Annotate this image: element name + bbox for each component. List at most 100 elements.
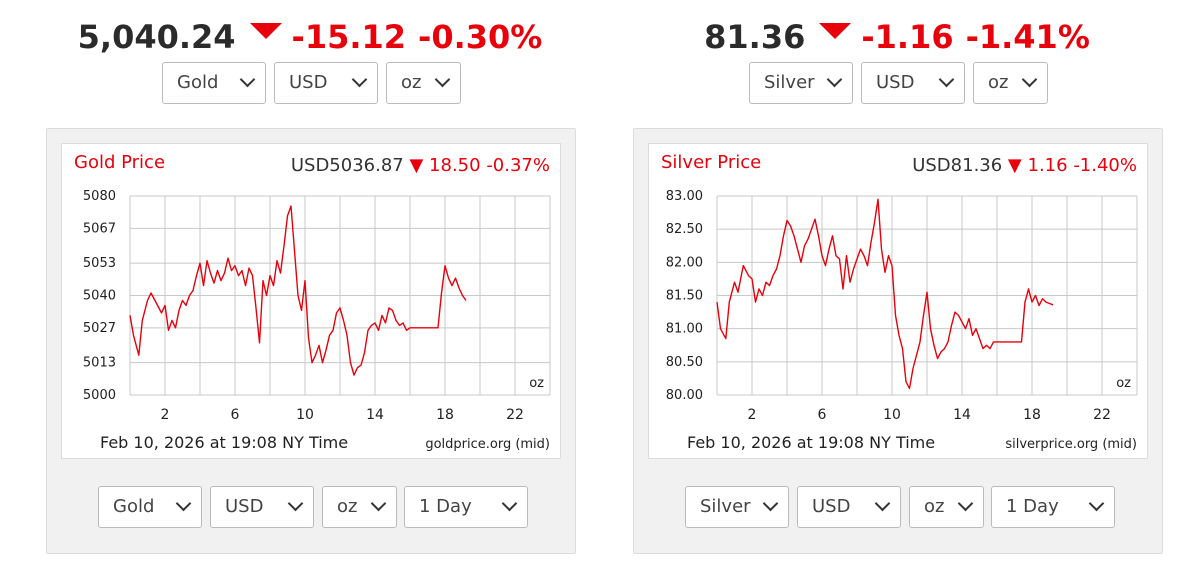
chevron-down-icon	[434, 71, 451, 88]
quote-down-icon: ▼	[404, 155, 429, 176]
top-metal-select-value: Gold	[177, 72, 219, 93]
bottom-metal-select[interactable]: Gold	[98, 486, 202, 528]
y-tick-label: 83.00	[666, 189, 703, 204]
bottom-unit-select[interactable]: oz	[322, 486, 397, 528]
y-tick-label: 82.00	[666, 255, 703, 270]
top-unit-select-value: oz	[988, 72, 1009, 93]
top-unit-select[interactable]: oz	[973, 62, 1048, 104]
quote-percent: -0.37%	[486, 155, 550, 176]
chart-date: Feb 10, 2026 at 19:08 NY Time	[100, 433, 348, 452]
price-series-line	[129, 205, 467, 376]
x-tick-label: 10	[296, 407, 314, 423]
top-currency-select-value: USD	[289, 72, 328, 93]
unit-label: oz	[529, 376, 544, 391]
bottom-currency-select[interactable]: USD	[797, 486, 901, 528]
top-unit-select[interactable]: oz	[386, 62, 461, 104]
chevron-down-icon	[874, 495, 891, 512]
y-tick-label: 5000	[83, 388, 116, 403]
x-tick-label: 14	[366, 407, 384, 423]
bottom-currency-select[interactable]: USD	[210, 486, 314, 528]
bottom-metal-select-value: Silver	[700, 496, 751, 517]
quote-price: USD5036.87	[291, 155, 404, 176]
bottom-unit-select[interactable]: oz	[909, 486, 984, 528]
top-percent: -1.41%	[965, 18, 1090, 56]
chart-box: Gold Price USD5036.87 ▼ 18.50 -0.37% 5000 5…	[46, 128, 576, 554]
chevron-down-icon	[957, 495, 974, 512]
bottom-metal-select-value: Gold	[113, 496, 155, 517]
y-tick-label: 81.00	[666, 322, 703, 337]
x-tick-label: 10	[883, 407, 901, 423]
chart-title: Silver Price	[661, 152, 761, 173]
chevron-down-icon	[175, 495, 192, 512]
bottom-metal-select[interactable]: Silver	[685, 486, 789, 528]
chart-source: silverprice.org (mid)	[1005, 437, 1137, 452]
y-tick-label: 80.50	[666, 355, 703, 370]
chart-date: Feb 10, 2026 at 19:08 NY Time	[687, 433, 935, 452]
x-tick-label: 22	[1093, 407, 1111, 423]
quote-price: USD81.36	[912, 155, 1002, 176]
silver-price-chart: Silver Price USD81.36 ▼ 1.16 -1.40% 80.00 8…	[661, 152, 1138, 452]
price-series-line	[716, 198, 1054, 390]
chart-box: Silver Price USD81.36 ▼ 1.16 -1.40% 80.00 8…	[633, 128, 1163, 554]
bottom-range-select[interactable]: 1 Day	[404, 486, 528, 528]
y-tick-label: 81.50	[666, 289, 703, 304]
y-tick-label: 82.50	[666, 222, 703, 237]
chevron-down-icon	[287, 495, 304, 512]
top-metal-select[interactable]: Gold	[162, 62, 266, 104]
bottom-range-select-value: 1 Day	[419, 496, 472, 517]
x-tick-label: 18	[1023, 407, 1041, 423]
quote-change: 1.16	[1028, 155, 1074, 176]
bottom-currency-select-value: USD	[225, 496, 264, 517]
y-tick-label: 5027	[83, 321, 116, 336]
y-tick-label: 5067	[83, 221, 116, 236]
chart-quote: USD5036.87 ▼ 18.50 -0.37%	[291, 155, 550, 176]
y-tick-label: 80.00	[666, 388, 703, 403]
chart-source: goldprice.org (mid)	[425, 437, 550, 452]
chevron-down-icon	[762, 495, 779, 512]
unit-label: oz	[1116, 376, 1131, 391]
bottom-unit-select-value: oz	[337, 496, 358, 517]
bottom-currency-select-value: USD	[812, 496, 851, 517]
top-unit-select-value: oz	[401, 72, 422, 93]
top-price-line: 81.36 -1.16 -1.41%	[587, 14, 1200, 60]
x-tick-label: 2	[748, 407, 757, 423]
top-price: 81.36	[704, 18, 806, 56]
top-metal-select[interactable]: Silver	[749, 62, 853, 104]
x-tick-label: 18	[436, 407, 454, 423]
x-tick-label: 14	[953, 407, 971, 423]
chevron-down-icon	[938, 71, 955, 88]
down-arrow-icon	[249, 23, 282, 39]
chevron-down-icon	[351, 71, 368, 88]
chevron-down-icon	[826, 71, 843, 88]
gold-panel: 5,040.24 -15.12 -0.30% Gold USD oz Gold Pr…	[46, 18, 576, 554]
chevron-down-icon	[239, 71, 256, 88]
chart-quote: USD81.36 ▼ 1.16 -1.40%	[912, 155, 1137, 176]
top-currency-select[interactable]: USD	[274, 62, 378, 104]
silver-panel: 81.36 -1.16 -1.41% Silver USD oz Silver Pr…	[587, 0, 1187, 580]
top-price-line: 5,040.24 -15.12 -0.30%	[0, 14, 620, 60]
x-tick-label: 6	[231, 407, 240, 423]
chevron-down-icon	[1088, 495, 1105, 512]
top-currency-select-value: USD	[876, 72, 915, 93]
chevron-down-icon	[501, 495, 518, 512]
bottom-unit-select-value: oz	[924, 496, 945, 517]
top-change: -15.12	[291, 18, 407, 56]
gold-price-chart: Gold Price USD5036.87 ▼ 18.50 -0.37% 5000 5…	[74, 152, 551, 452]
down-arrow-icon	[819, 23, 852, 39]
x-tick-label: 22	[506, 407, 524, 423]
y-tick-label: 5080	[83, 189, 116, 204]
chevron-down-icon	[1021, 71, 1038, 88]
top-currency-select[interactable]: USD	[861, 62, 965, 104]
bottom-range-select[interactable]: 1 Day	[991, 486, 1115, 528]
y-tick-label: 5053	[83, 256, 116, 271]
chart-card: Gold Price USD5036.87 ▼ 18.50 -0.37% 5000 5…	[61, 143, 561, 459]
chart-card: Silver Price USD81.36 ▼ 1.16 -1.40% 80.00 8…	[648, 143, 1148, 459]
x-tick-label: 2	[161, 407, 170, 423]
top-percent: -0.30%	[418, 18, 543, 56]
top-price: 5,040.24	[77, 18, 236, 56]
top-change: -1.16	[861, 18, 954, 56]
quote-down-icon: ▼	[1002, 155, 1027, 176]
y-tick-label: 5013	[83, 356, 116, 371]
x-tick-label: 6	[818, 407, 827, 423]
chart-title: Gold Price	[74, 152, 165, 173]
